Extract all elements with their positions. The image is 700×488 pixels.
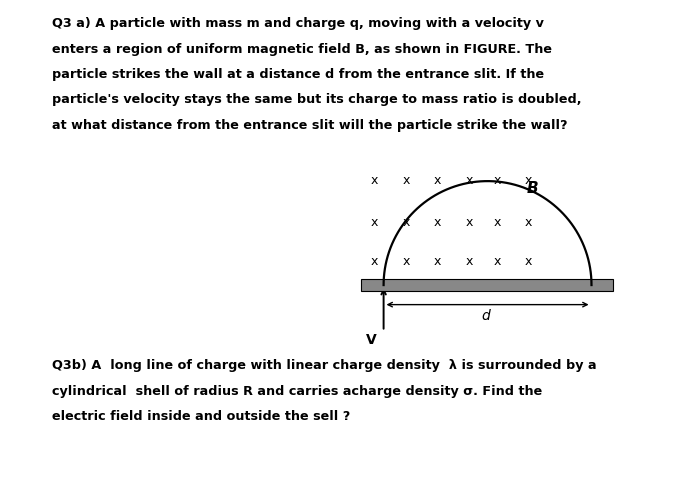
Text: x: x bbox=[494, 174, 500, 187]
Text: at what distance from the entrance slit will the particle strike the wall?: at what distance from the entrance slit … bbox=[52, 119, 568, 132]
Text: B: B bbox=[526, 181, 538, 195]
Text: $d$: $d$ bbox=[481, 307, 492, 322]
Text: particle's velocity stays the same but its charge to mass ratio is doubled,: particle's velocity stays the same but i… bbox=[52, 93, 582, 106]
Text: x: x bbox=[402, 216, 409, 228]
Text: x: x bbox=[494, 216, 500, 228]
Text: particle strikes the wall at a distance d from the entrance slit. If the: particle strikes the wall at a distance … bbox=[52, 68, 545, 81]
Text: x: x bbox=[371, 216, 378, 228]
Text: V: V bbox=[365, 332, 377, 346]
Text: Q3 a) A particle with mass m and charge q, moving with a velocity v: Q3 a) A particle with mass m and charge … bbox=[52, 17, 545, 30]
Text: x: x bbox=[494, 255, 500, 267]
Text: x: x bbox=[525, 255, 532, 267]
Text: x: x bbox=[402, 174, 409, 187]
Text: cylindrical  shell of radius R and carries acharge density σ. Find the: cylindrical shell of radius R and carrie… bbox=[52, 384, 542, 397]
Text: x: x bbox=[525, 174, 532, 187]
Text: x: x bbox=[525, 216, 532, 228]
Text: x: x bbox=[434, 216, 441, 228]
Text: x: x bbox=[434, 174, 441, 187]
Bar bbox=[360, 279, 612, 292]
Text: x: x bbox=[371, 174, 378, 187]
Text: electric field inside and outside the sell ?: electric field inside and outside the se… bbox=[52, 409, 351, 423]
Text: x: x bbox=[371, 255, 378, 267]
Text: x: x bbox=[434, 255, 441, 267]
Text: x: x bbox=[466, 216, 472, 228]
Text: x: x bbox=[402, 255, 409, 267]
Text: enters a region of uniform magnetic field B, as shown in FIGURE. The: enters a region of uniform magnetic fiel… bbox=[52, 42, 552, 56]
Text: x: x bbox=[466, 174, 472, 187]
Text: x: x bbox=[466, 255, 472, 267]
Text: Q3b) A  long line of charge with linear charge density  λ is surrounded by a: Q3b) A long line of charge with linear c… bbox=[52, 359, 597, 372]
